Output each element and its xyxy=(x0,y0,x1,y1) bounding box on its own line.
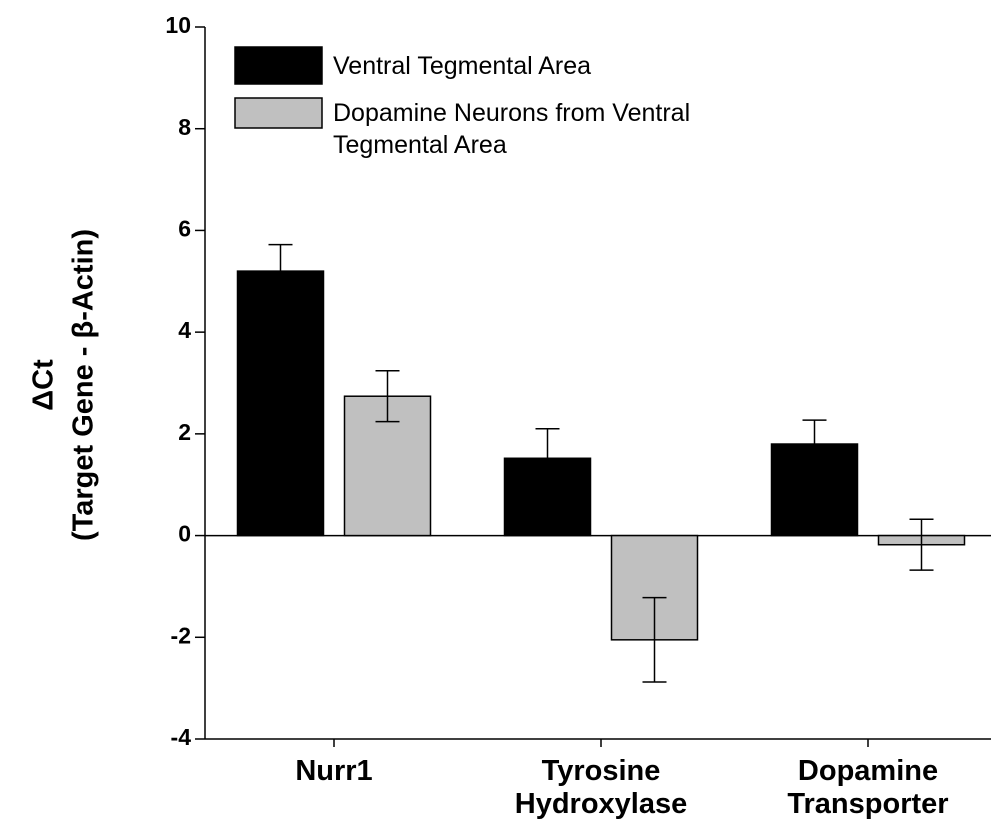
y-tick-label: 8 xyxy=(178,114,191,140)
bar xyxy=(236,270,325,537)
y-tick-label: 6 xyxy=(178,216,191,242)
x-tick-label: Tyrosine Hydroxylase xyxy=(514,755,688,820)
y-tick-label: 10 xyxy=(165,12,191,38)
y-tick-label: 4 xyxy=(178,317,191,343)
y-tick-label: -4 xyxy=(171,724,192,750)
legend-swatch xyxy=(234,97,323,129)
legend-label: Ventral Tegmental Area xyxy=(333,51,592,80)
legend-swatch xyxy=(234,46,323,85)
y-axis-label: ΔCt xyxy=(28,359,60,411)
x-tick-label: Nurr1 xyxy=(295,755,373,787)
y-tick-label: 0 xyxy=(178,521,191,547)
legend-label: Dopamine Neurons from Ventral Tegmental … xyxy=(333,99,691,159)
y-axis-label: (Target Gene - β-Actin) xyxy=(68,229,100,541)
x-tick-label: Dopamine Transporter xyxy=(787,755,949,820)
y-tick-label: 2 xyxy=(178,419,191,445)
y-tick-label: -2 xyxy=(171,622,191,648)
